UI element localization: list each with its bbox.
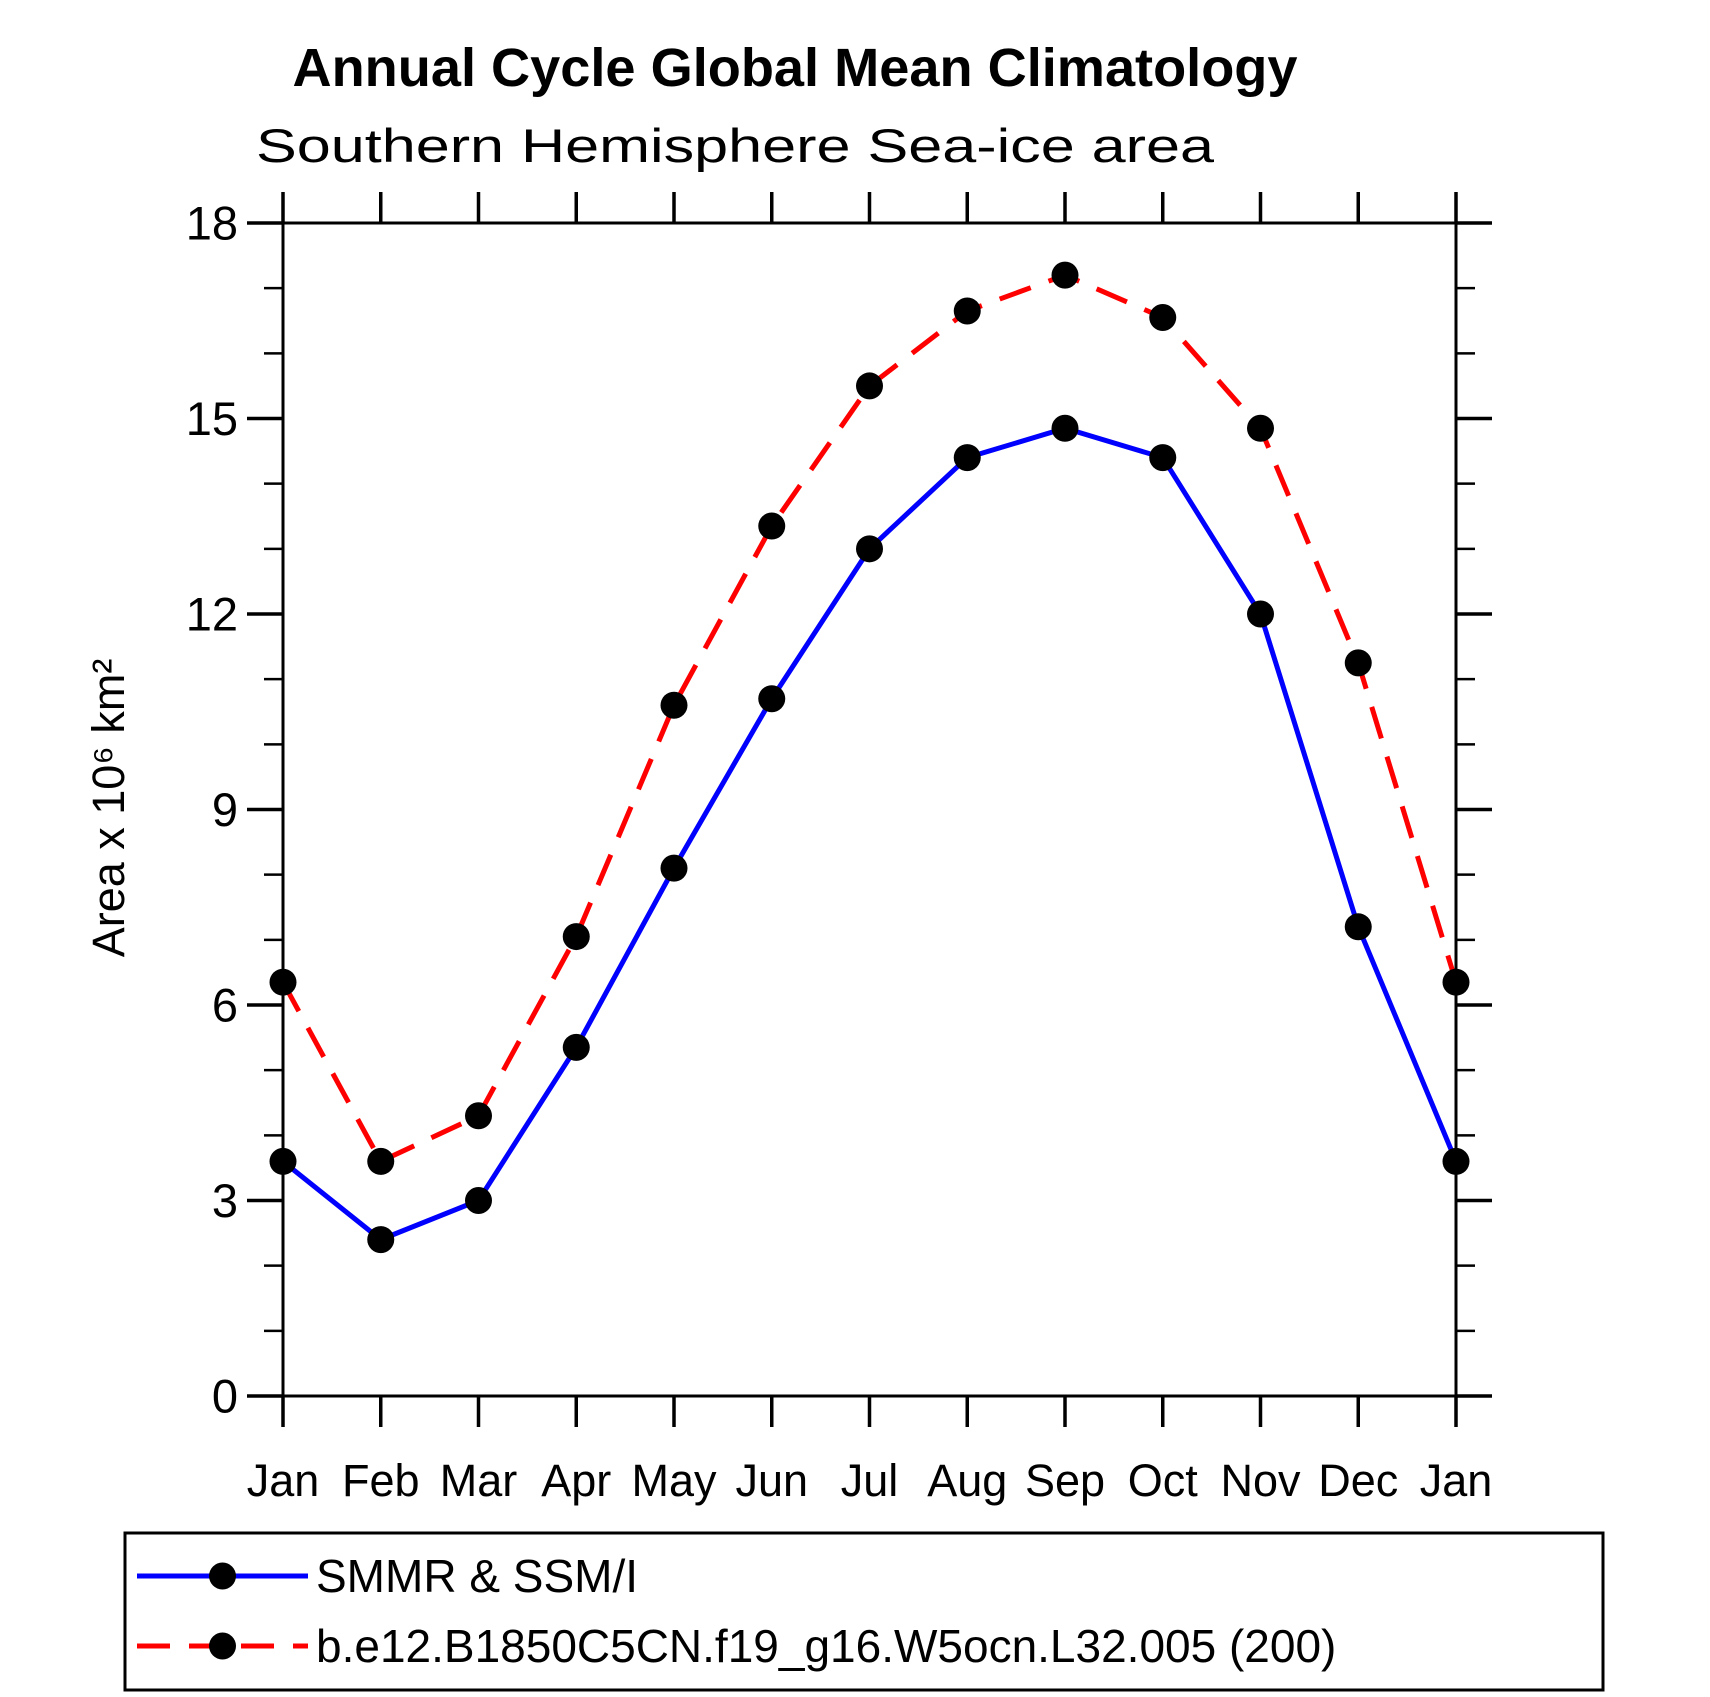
data-point-marker (953, 444, 981, 472)
data-point-marker (1051, 261, 1079, 289)
y-tick-label: 3 (212, 1174, 238, 1227)
legend-marker (209, 1632, 236, 1660)
data-point-marker (1442, 968, 1470, 996)
x-tick-label: Aug (927, 1455, 1007, 1506)
data-point-marker (758, 685, 786, 713)
data-point-marker (562, 1033, 590, 1061)
series-line-1 (280, 272, 1459, 1165)
data-point-marker (367, 1147, 395, 1175)
legend-entry-label: SMMR & SSM/I (316, 1550, 638, 1602)
x-tick-label: Sep (1025, 1455, 1105, 1506)
data-point-marker (465, 1187, 492, 1214)
data-point-marker (1149, 444, 1177, 472)
data-point-marker (465, 1102, 492, 1130)
x-tick-label: Apr (541, 1455, 611, 1506)
axes-layer: 0 3 6 9 12 15 18 Jan Feb Mar Apr May Jun Jul Aug Sep Oct… (186, 192, 1493, 1506)
legend-marker (209, 1562, 236, 1590)
x-tick-label: Jul (841, 1455, 899, 1506)
y-tick-label: 18 (186, 197, 238, 250)
data-point-marker (660, 691, 688, 719)
data-point-marker (562, 923, 590, 951)
data-point-marker (856, 372, 883, 400)
data-point-marker (953, 297, 981, 325)
legend-entry-label: b.e12.B1850C5CN.f19_g16.W5ocn.L32.005 (2… (316, 1620, 1336, 1672)
x-tick-label: Nov (1220, 1455, 1301, 1506)
y-tick-label: 15 (186, 392, 238, 445)
x-tick-label: Oct (1128, 1455, 1199, 1506)
x-tick-label: Dec (1318, 1455, 1398, 1506)
legend-frame (123, 1531, 1605, 1692)
data-point-marker (1344, 649, 1372, 677)
data-point-marker (1247, 414, 1274, 442)
x-tick-label: Mar (440, 1455, 518, 1506)
data-point-marker (660, 854, 688, 882)
data-point-marker (1051, 414, 1079, 442)
chart-subtitle: Southern Hemisphere Sea-ice area (256, 119, 1215, 172)
data-point-marker (1442, 1147, 1470, 1175)
data-point-marker (367, 1226, 395, 1254)
data-point-marker (856, 535, 883, 563)
x-tick-label: Feb (342, 1455, 420, 1506)
y-tick-label: 9 (212, 783, 238, 836)
y-axis-title: Area x 10⁶ km² (83, 659, 134, 958)
y-tick-label: 6 (212, 979, 238, 1032)
data-point-marker (1149, 303, 1177, 331)
x-tick-label: May (631, 1455, 717, 1506)
x-tick-label: Jun (735, 1455, 808, 1506)
x-tick-label: Jan (1420, 1455, 1493, 1506)
data-point-marker (1247, 600, 1274, 628)
x-tick-label: Jan (247, 1455, 320, 1506)
data-point-marker (758, 512, 786, 540)
data-point-marker (1344, 913, 1372, 941)
chart-title: Annual Cycle Global Mean Climatology (293, 38, 1298, 98)
y-tick-label: 0 (212, 1370, 238, 1423)
series-layer (269, 261, 1470, 1254)
y-tick-label: 12 (186, 588, 238, 641)
data-point-marker (269, 1147, 297, 1175)
data-point-marker (269, 968, 297, 996)
legend-box: SMMR & SSM/I b.e12.B1850C5CN.f19_g16.W5oc… (123, 1531, 1605, 1692)
